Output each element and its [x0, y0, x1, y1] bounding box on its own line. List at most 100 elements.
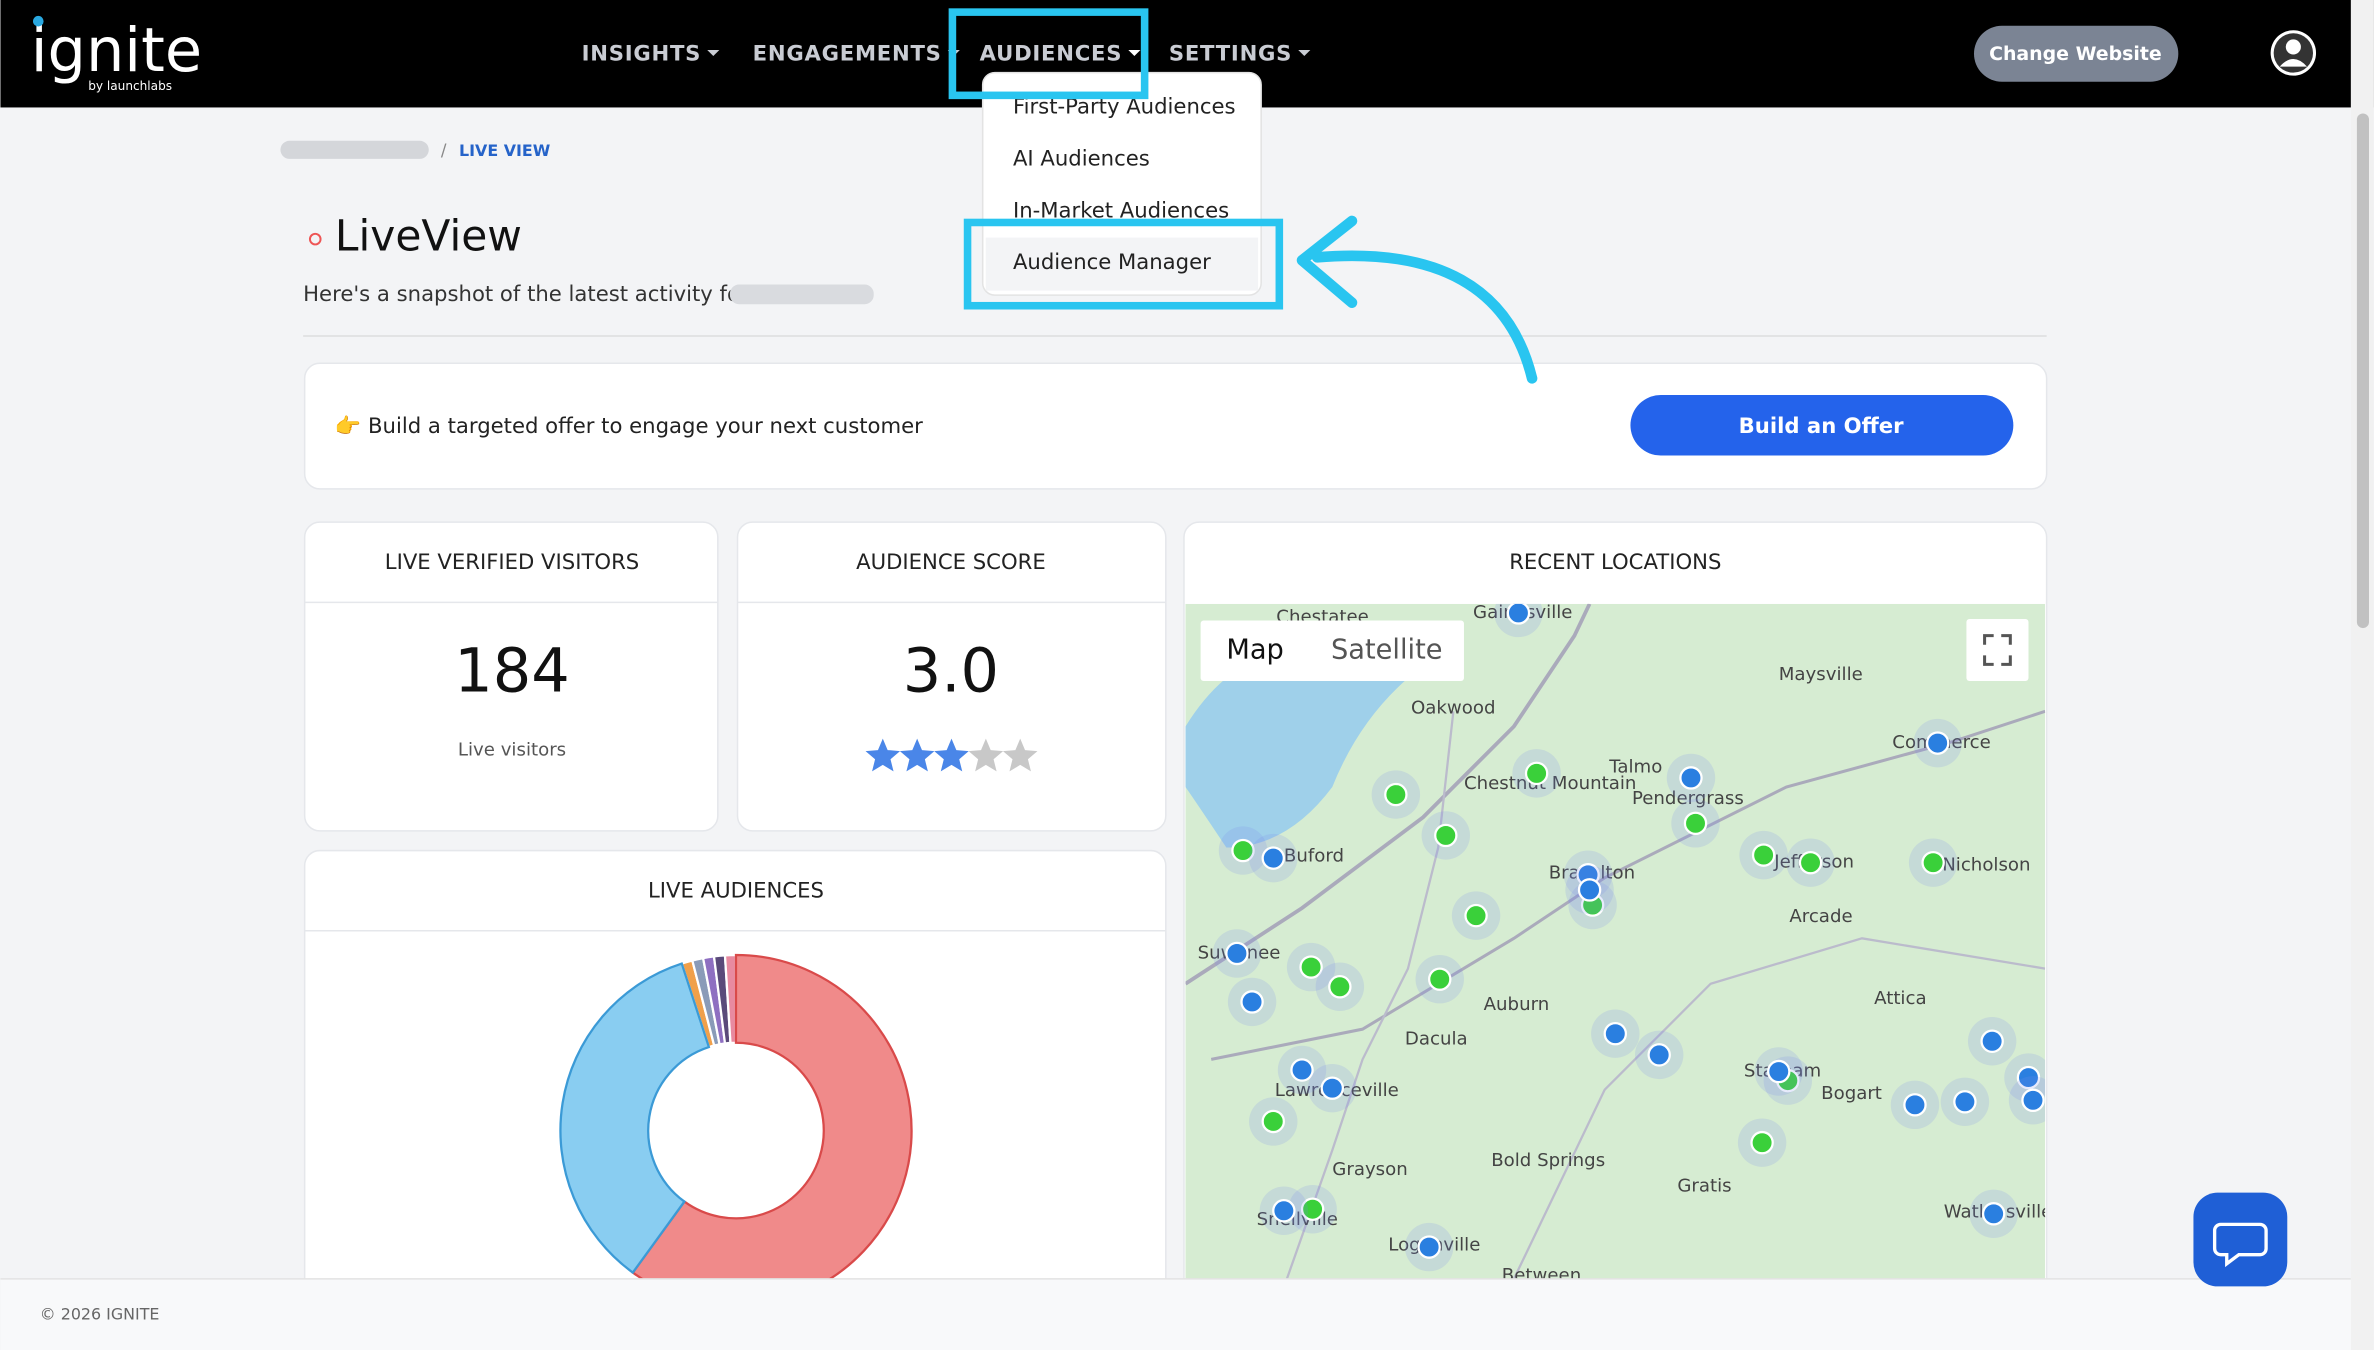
location-marker[interactable]	[1417, 1235, 1441, 1259]
location-marker[interactable]	[1679, 766, 1703, 790]
satellite-tab[interactable]: Satellite	[1331, 634, 1443, 665]
location-marker[interactable]	[1953, 1090, 1977, 1114]
map-tabs	[1200, 620, 1464, 682]
location-marker[interactable]	[1261, 1109, 1285, 1134]
live-dot	[308, 232, 322, 246]
location-marker[interactable]	[2016, 1065, 2041, 1090]
location-marker[interactable]	[1434, 823, 1458, 848]
location-marker[interactable]	[1683, 811, 1708, 836]
place-label: Talmo	[1608, 756, 1662, 777]
location-marker[interactable]	[1299, 955, 1323, 979]
donut-chart	[559, 953, 913, 1308]
visitors-card	[303, 521, 719, 832]
location-marker[interactable]	[1767, 1059, 1791, 1084]
breadcrumb: LIVE VIEW	[459, 141, 551, 160]
location-marker[interactable]	[1506, 602, 1531, 625]
avatar-body	[2279, 59, 2307, 67]
place-label: Nicholson	[1942, 855, 2030, 876]
chat-button[interactable]	[2193, 1192, 2288, 1287]
location-marker[interactable]	[2021, 1088, 2045, 1113]
map-tab[interactable]: Map	[1226, 634, 1283, 665]
donut-slice	[559, 962, 711, 1275]
card-title: LIVE VERIFIED VISITORS	[385, 549, 639, 574]
map[interactable]: ChestateeGainesvilleMaysvilleOakwoodChes…	[1185, 589, 2057, 1286]
location-marker[interactable]	[1290, 1058, 1314, 1082]
location-marker[interactable]	[1750, 1130, 1774, 1155]
location-marker[interactable]	[1384, 782, 1408, 807]
card-title: LIVE AUDIENCES	[648, 877, 824, 902]
caret	[707, 49, 720, 56]
page-subtitle: Here's a snapshot of the latest activity…	[303, 281, 749, 306]
visitors-caption: Live visitors	[458, 740, 566, 761]
location-marker[interactable]	[1647, 1043, 1671, 1067]
footer-text: © 2026 IGNITE	[40, 1305, 160, 1324]
offer-banner	[303, 362, 2048, 490]
place-label: Chestnut Mountain	[1464, 773, 1636, 794]
dropdown-item[interactable]: Audience Manager	[1013, 249, 1211, 274]
location-marker[interactable]	[1798, 850, 1823, 875]
dropdown-item[interactable]: AI Audiences	[1013, 145, 1150, 170]
place-label: Buford	[1284, 846, 1344, 867]
location-marker[interactable]	[1428, 967, 1452, 991]
nav-item[interactable]: AUDIENCES	[980, 40, 1123, 65]
location-marker[interactable]	[1464, 903, 1488, 928]
dropdown-item[interactable]: In-Market Audiences	[1013, 197, 1229, 222]
arrow-shaft	[1311, 250, 1538, 384]
place-label: Maysville	[1779, 664, 1863, 685]
location-marker[interactable]	[1240, 990, 1264, 1014]
location-marker[interactable]	[1328, 975, 1352, 999]
crumb-sep: /	[441, 141, 447, 160]
logo: ignite	[31, 16, 202, 86]
location-marker[interactable]	[1577, 878, 1602, 902]
location-marker[interactable]	[1272, 1199, 1296, 1223]
location-marker[interactable]	[1603, 1021, 1628, 1046]
change-website-button[interactable]	[1973, 25, 2179, 82]
footer	[0, 1278, 2351, 1350]
road	[1210, 709, 2046, 1061]
scroll-thumb[interactable]	[2356, 113, 2370, 629]
location-marker[interactable]	[1261, 846, 1285, 870]
place-label: Dacula	[1405, 1029, 1468, 1050]
nav-item[interactable]: ENGAGEMENTS	[753, 40, 942, 65]
road	[1185, 603, 1592, 986]
location-marker[interactable]	[1980, 1029, 2004, 1053]
location-marker[interactable]	[1231, 838, 1255, 863]
card-title: RECENT LOCATIONS	[1509, 549, 1721, 574]
caret	[1128, 49, 1141, 56]
place-labels: ChestateeGainesvilleMaysvilleOakwoodChes…	[1198, 604, 2046, 1286]
place-label: Grayson	[1332, 1159, 1407, 1180]
place-label: Bogart	[1821, 1083, 1882, 1104]
nav-item[interactable]: INSIGHTS	[582, 40, 702, 65]
location-marker[interactable]	[1300, 1197, 1325, 1221]
nav: INSIGHTS ENGAGEMENTS AUDIENCES SETTINGS	[582, 40, 1311, 65]
visitors-value: 184	[454, 637, 570, 707]
location-marker[interactable]	[1751, 843, 1776, 867]
nav-item[interactable]: SETTINGS	[1169, 40, 1292, 65]
dropdown-hover	[985, 237, 1259, 291]
star-filled	[865, 738, 901, 772]
place-label: Auburn	[1484, 994, 1550, 1015]
build-offer-label: Build an Offer	[1739, 413, 1904, 438]
score-card	[736, 521, 1167, 832]
location-marker[interactable]	[1225, 941, 1249, 966]
location-marker[interactable]	[1921, 850, 1945, 875]
logo-drop	[32, 15, 44, 27]
location-marker[interactable]	[1320, 1076, 1345, 1100]
location-marker[interactable]	[1903, 1093, 1927, 1117]
card-title: AUDIENCE SCORE	[856, 549, 1046, 574]
fullscreen-button[interactable]	[1966, 619, 2029, 682]
star-filled	[934, 738, 969, 772]
build-offer-button[interactable]	[1630, 395, 2014, 456]
stars	[865, 738, 1038, 772]
highlight-audiences	[948, 8, 1149, 100]
location-marker[interactable]	[1981, 1202, 2006, 1226]
arrow-head	[1296, 215, 1358, 308]
road	[1285, 711, 1455, 1279]
place-label: Pendergrass	[1632, 788, 1744, 809]
place-label: Between	[1502, 1265, 1581, 1286]
score-value: 3.0	[903, 637, 999, 707]
location-marker[interactable]	[1925, 731, 1950, 755]
caret	[1298, 49, 1311, 56]
location-marker[interactable]	[1524, 761, 1549, 786]
